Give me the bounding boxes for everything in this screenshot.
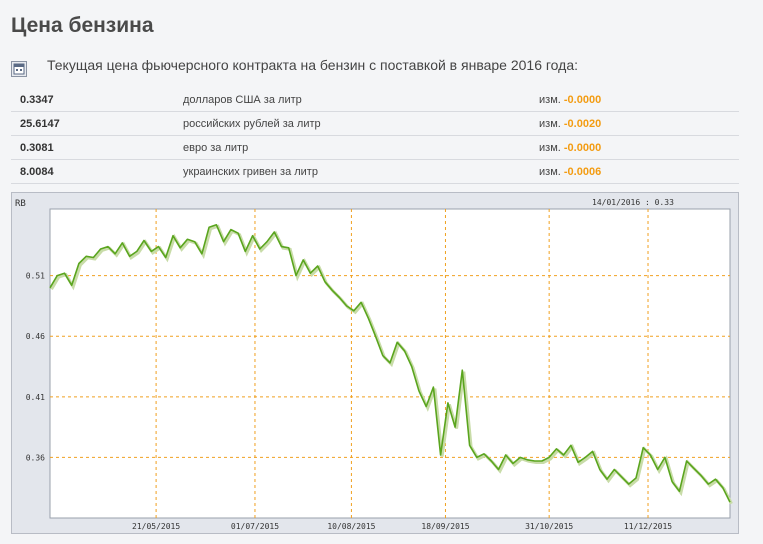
x-tick-label: 01/07/2015	[231, 522, 279, 531]
rate-unit: российских рублей за литр	[183, 111, 539, 136]
price-info-label: 14/01/2016 : 0.33	[592, 198, 674, 207]
chart-svg: 0.51 0.46 0.41 0.36 21/05/2015 01/07/2015 10/0…	[15, 198, 733, 531]
rate-change-cell: изм. -0.0000	[539, 88, 739, 112]
y-tick-label: 0.51	[26, 272, 45, 281]
rate-change-cell: изм. -0.0000	[539, 135, 739, 160]
rate-change-value: -0.0020	[563, 117, 602, 130]
page-title: Цена бензина	[11, 14, 154, 37]
rate-change-label: изм.	[539, 117, 561, 130]
rate-value: 25.6147	[11, 111, 183, 136]
rate-change-label: изм.	[539, 141, 561, 154]
grid-lines	[50, 209, 730, 518]
table-row: 25.6147 российских рублей за литр изм. -…	[11, 111, 739, 136]
rate-value: 8.0084	[11, 159, 183, 184]
series-layer	[49, 223, 733, 505]
series-line	[49, 223, 731, 503]
rate-change-label: изм.	[539, 165, 561, 178]
x-tick-label: 18/09/2015	[421, 522, 469, 531]
table-row: 0.3347 долларов США за литр изм. -0.0000	[11, 88, 739, 112]
calendar-icon[interactable]	[11, 61, 27, 77]
x-tick-label: 21/05/2015	[132, 522, 180, 531]
intro-text: Текущая цена фьючерсного контракта на бе…	[47, 57, 579, 73]
rate-change-cell: изм. -0.0006	[539, 159, 739, 184]
rate-change-value: -0.0000	[563, 93, 602, 106]
rate-unit: долларов США за литр	[183, 88, 539, 112]
rate-change-label: изм.	[539, 93, 561, 106]
symbol-label: RB	[15, 199, 26, 209]
rate-change-value: -0.0000	[563, 141, 602, 154]
rate-value: 0.3347	[11, 88, 183, 112]
y-tick-label: 0.46	[26, 332, 45, 341]
rate-unit: евро за литр	[183, 135, 539, 160]
table-row: 0.3081 евро за литр изм. -0.0000	[11, 135, 739, 160]
rates-table: 0.3347 долларов США за литр изм. -0.0000…	[11, 88, 739, 184]
x-tick-label: 11/12/2015	[624, 522, 672, 531]
axis-ticks: 0.51 0.46 0.41 0.36 21/05/2015 01/07/2015 10/0…	[26, 272, 673, 531]
rate-unit: украинских гривен за литр	[183, 159, 539, 184]
table-row: 8.0084 украинских гривен за литр изм. -0…	[11, 159, 739, 184]
y-tick-label: 0.36	[26, 453, 45, 462]
x-tick-label: 10/08/2015	[327, 522, 375, 531]
rate-change-cell: изм. -0.0020	[539, 111, 739, 136]
x-tick-label: 31/10/2015	[525, 522, 573, 531]
price-chart: 0.51 0.46 0.41 0.36 21/05/2015 01/07/2015 10/0…	[11, 192, 739, 534]
rate-value: 0.3081	[11, 135, 183, 160]
y-tick-label: 0.41	[26, 393, 45, 402]
rate-change-value: -0.0006	[563, 165, 602, 178]
